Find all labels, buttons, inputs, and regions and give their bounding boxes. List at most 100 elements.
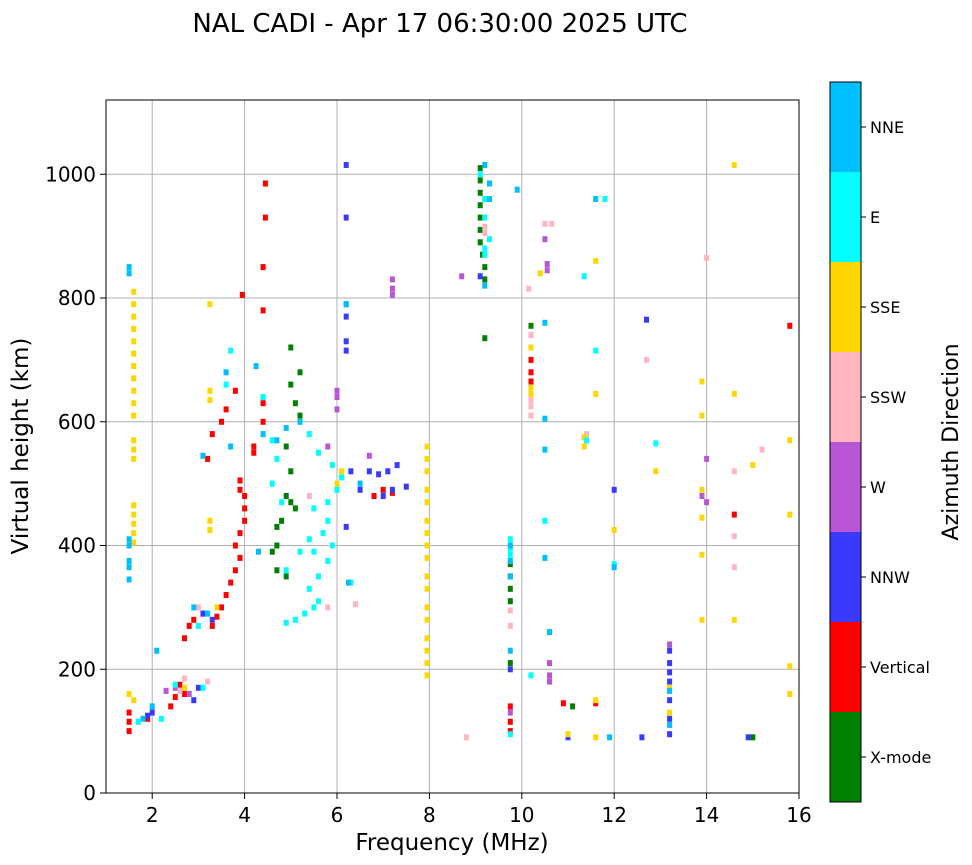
point-e xyxy=(195,622,201,629)
point-nne xyxy=(297,418,303,425)
point-sse xyxy=(787,437,793,444)
point-e xyxy=(269,437,275,444)
point-vertical xyxy=(260,418,266,425)
point-sse xyxy=(131,288,137,295)
point-e xyxy=(302,610,308,617)
point-nne xyxy=(482,282,488,289)
point-vertical xyxy=(380,486,386,493)
point-e xyxy=(274,455,280,462)
point-x-mode xyxy=(482,264,488,271)
point-ssw xyxy=(482,230,488,236)
x-axis-label: Frequency (MHz) xyxy=(355,830,548,856)
point-nne xyxy=(607,734,613,741)
point-e xyxy=(528,672,534,679)
point-ssw xyxy=(528,332,534,339)
point-ssw xyxy=(325,604,331,611)
point-w xyxy=(542,236,548,243)
point-nne xyxy=(253,363,259,370)
point-vertical xyxy=(228,579,234,586)
point-sse xyxy=(131,338,137,345)
point-sse xyxy=(699,551,705,558)
point-vertical xyxy=(242,517,248,524)
point-nnw xyxy=(343,338,349,345)
point-nnw xyxy=(343,162,349,168)
point-w xyxy=(325,443,331,450)
point-x-mode xyxy=(477,177,483,184)
point-x-mode xyxy=(477,239,483,246)
point-vertical xyxy=(191,616,197,623)
point-vertical xyxy=(182,691,187,697)
point-vertical xyxy=(214,613,220,620)
point-sse xyxy=(787,663,793,670)
point-e xyxy=(329,542,335,549)
point-sse xyxy=(424,455,430,462)
colorbar-segment-e xyxy=(830,172,861,262)
point-sse xyxy=(750,462,756,469)
y-tick-label: 0 xyxy=(83,781,96,805)
point-e xyxy=(339,474,345,481)
point-x-mode xyxy=(288,468,294,475)
point-x-mode xyxy=(297,412,303,419)
point-nne xyxy=(357,480,363,487)
point-sse xyxy=(667,709,673,716)
point-sse xyxy=(424,616,430,623)
point-e xyxy=(306,431,312,438)
point-x-mode xyxy=(288,499,294,506)
point-vertical xyxy=(145,715,151,722)
point-sse xyxy=(207,397,213,404)
point-sse xyxy=(131,539,137,546)
point-e xyxy=(311,505,317,512)
point-vertical xyxy=(223,592,229,598)
point-x-mode xyxy=(477,165,483,172)
point-e xyxy=(260,394,266,400)
point-e xyxy=(292,616,298,623)
point-e xyxy=(135,718,141,725)
point-vertical xyxy=(242,493,248,499)
point-vertical xyxy=(126,718,132,725)
point-vertical xyxy=(177,681,183,688)
point-w xyxy=(389,285,395,292)
point-sse xyxy=(126,691,132,697)
point-vertical xyxy=(239,291,245,298)
point-e xyxy=(223,381,229,388)
point-vertical xyxy=(168,703,174,710)
point-e xyxy=(482,214,488,221)
point-ssw xyxy=(463,734,469,741)
point-nne xyxy=(126,542,132,549)
point-nnw xyxy=(380,493,386,499)
point-nnw xyxy=(403,483,409,490)
point-e xyxy=(542,517,548,524)
point-sse xyxy=(207,527,213,533)
point-nne xyxy=(154,647,160,654)
point-nne xyxy=(611,564,617,571)
point-sse xyxy=(699,616,705,623)
point-sse xyxy=(424,585,430,592)
colorbar-tick-label: SSW xyxy=(870,388,906,407)
point-vertical xyxy=(389,489,395,496)
point-sse xyxy=(131,530,137,537)
y-axis-label: Virtual height (km) xyxy=(8,338,34,555)
point-nne xyxy=(542,554,548,561)
point-e xyxy=(653,440,659,447)
point-x-mode xyxy=(482,276,488,283)
point-sse xyxy=(424,542,430,549)
point-sse xyxy=(528,384,534,391)
point-e xyxy=(581,273,587,280)
point-w xyxy=(186,691,192,697)
point-e xyxy=(602,196,608,202)
point-w xyxy=(389,291,395,298)
point-vertical xyxy=(223,406,229,413)
point-sse xyxy=(611,527,617,533)
point-e xyxy=(325,558,331,564)
point-x-mode xyxy=(269,548,275,555)
point-nnw xyxy=(644,316,649,323)
point-w xyxy=(334,394,340,400)
point-sse xyxy=(424,499,430,506)
point-sse xyxy=(787,511,793,518)
point-sse xyxy=(424,660,430,667)
plot-background xyxy=(106,100,799,793)
point-sse xyxy=(214,604,220,611)
colorbar-segment-vertical xyxy=(830,622,861,712)
point-sse xyxy=(424,468,430,475)
colorbar-tick-label: X-mode xyxy=(870,748,931,767)
